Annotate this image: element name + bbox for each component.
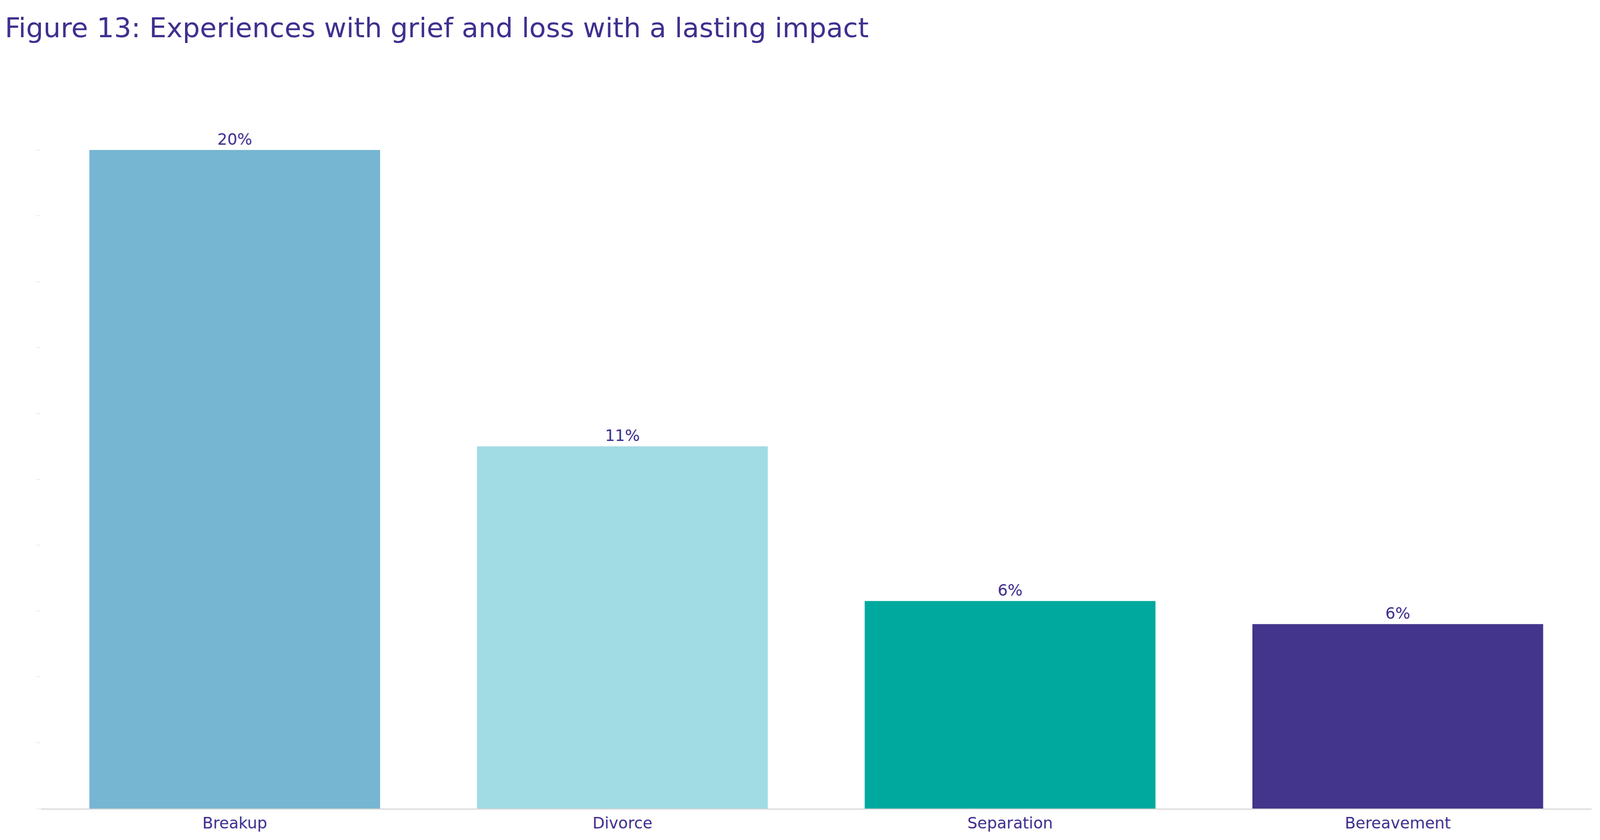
svg-text:Figure 13: Experiences with gr: Figure 13: Experiences with grief and lo… (4, 12, 869, 44)
svg-text:Separation: Separation (967, 813, 1053, 832)
svg-text:6%: 6% (1385, 603, 1411, 623)
svg-text:Breakup: Breakup (202, 813, 268, 832)
svg-text:Divorce: Divorce (592, 813, 653, 832)
svg-text:11%: 11% (604, 426, 641, 445)
svg-text:20%: 20% (217, 130, 253, 149)
svg-text:6%: 6% (997, 580, 1023, 600)
svg-text:Bereavement: Bereavement (1344, 813, 1451, 832)
